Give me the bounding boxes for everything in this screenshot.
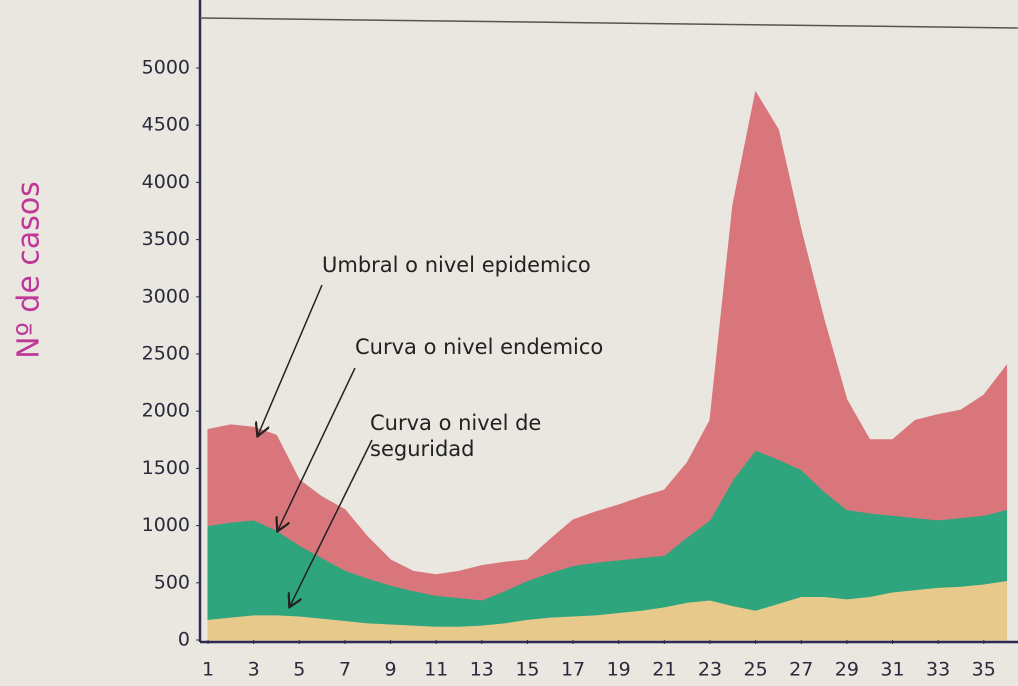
y-axis-label: Nº de casos [12, 181, 47, 359]
annotation: Umbral o nivel epidemico [322, 252, 742, 278]
y-tick-label: 1500 [142, 457, 190, 479]
x-tick-label: 21 [652, 659, 676, 681]
x-tick-label: 5 [293, 659, 305, 681]
x-tick-label: 9 [384, 659, 396, 681]
y-tick-label: 3500 [142, 228, 190, 250]
y-tick-label: 500 [154, 571, 190, 593]
y-tick-label: 5000 [142, 57, 190, 79]
frame-line [200, 18, 1018, 28]
y-tick-label: 2000 [142, 400, 190, 422]
y-tick-label: 4500 [142, 114, 190, 136]
x-tick-label: 15 [515, 659, 539, 681]
y-tick-label: 3000 [142, 285, 190, 307]
x-tick-label: 35 [972, 659, 996, 681]
x-tick-label: 29 [835, 659, 859, 681]
y-tick-label: 0 [178, 629, 190, 651]
x-tick-label: 23 [698, 659, 722, 681]
arrow [258, 285, 322, 435]
x-tick-label: 17 [561, 659, 585, 681]
x-tick-label: 3 [248, 659, 260, 681]
page: Nº de casos 0500100015002000250030003500… [0, 0, 1018, 686]
x-tick-label: 19 [607, 659, 631, 681]
x-tick-label: 31 [880, 659, 904, 681]
y-tick-label: 1000 [142, 514, 190, 536]
x-tick-label: 11 [424, 659, 448, 681]
x-tick-label: 27 [789, 659, 813, 681]
x-tick-label: 33 [926, 659, 950, 681]
x-tick-label: 25 [744, 659, 768, 681]
annotation: Curva o nivel de seguridad [370, 410, 590, 462]
y-tick-label: 4000 [142, 171, 190, 193]
y-tick-label: 2500 [142, 343, 190, 365]
x-tick-label: 1 [202, 659, 214, 681]
annotation: Curva o nivel endemico [355, 334, 775, 360]
x-tick-label: 7 [339, 659, 351, 681]
x-tick-label: 13 [470, 659, 494, 681]
